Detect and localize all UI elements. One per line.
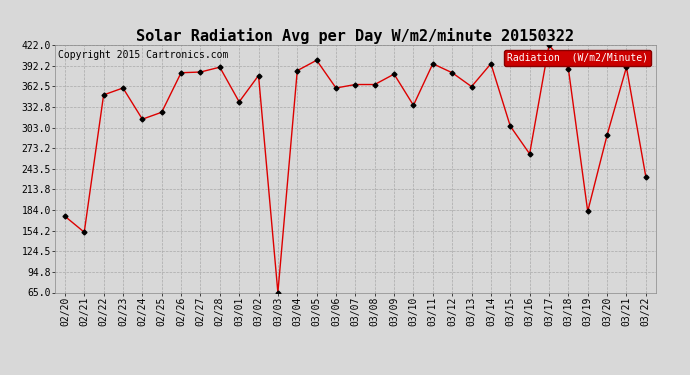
Text: Copyright 2015 Cartronics.com: Copyright 2015 Cartronics.com (58, 50, 228, 60)
Title: Solar Radiation Avg per Day W/m2/minute 20150322: Solar Radiation Avg per Day W/m2/minute … (137, 28, 574, 44)
Legend: Radiation  (W/m2/Minute): Radiation (W/m2/Minute) (504, 50, 651, 66)
